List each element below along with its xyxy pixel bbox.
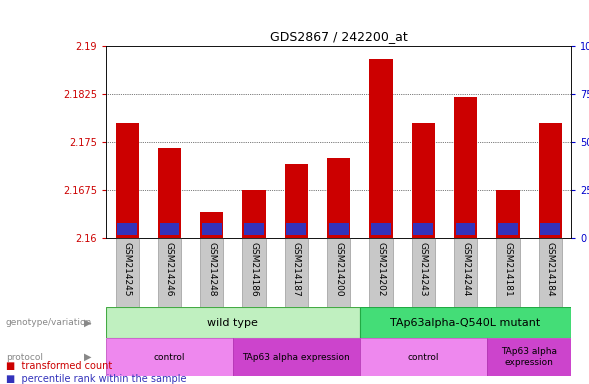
Text: control: control [154,353,185,362]
Text: GSM214186: GSM214186 [250,242,259,296]
Bar [369,59,393,238]
Bar [538,238,562,307]
Bar [117,223,137,235]
Bar [456,223,475,235]
Text: control: control [408,353,439,362]
Text: GSM214248: GSM214248 [207,242,216,296]
Bar [412,238,435,307]
Text: ■  transformed count: ■ transformed count [6,361,112,371]
Bar [454,97,477,238]
Text: GSM214200: GSM214200 [334,242,343,296]
Bar [158,149,181,238]
Bar [498,223,518,235]
Bar [487,338,571,376]
Text: ■  percentile rank within the sample: ■ percentile rank within the sample [6,374,186,384]
Text: TAp63alpha-Q540L mutant: TAp63alpha-Q540L mutant [391,318,541,328]
Bar [497,238,519,307]
Text: GSM214202: GSM214202 [376,242,385,296]
Text: genotype/variation: genotype/variation [6,318,92,327]
Bar [202,223,221,235]
Bar [244,223,264,235]
Bar [284,164,308,238]
Text: GSM214184: GSM214184 [545,242,555,296]
Text: ▶: ▶ [84,352,91,362]
Bar [412,123,435,238]
Text: GSM214181: GSM214181 [504,242,512,296]
Bar [286,223,306,235]
Text: ▶: ▶ [84,318,91,328]
Bar [327,238,350,307]
Bar [106,307,360,338]
Bar [106,338,233,376]
Text: TAp63 alpha
expression: TAp63 alpha expression [501,348,557,367]
Bar [284,238,308,307]
Bar [329,223,349,235]
Text: GSM214245: GSM214245 [123,242,132,296]
Bar [369,238,393,307]
Bar [200,212,223,238]
Bar [454,238,477,307]
Bar [160,223,180,235]
Text: protocol: protocol [6,353,43,362]
Bar [200,238,223,307]
Bar [115,123,139,238]
Bar [243,190,266,238]
Bar [360,307,571,338]
Bar [371,223,391,235]
Bar [115,238,139,307]
Text: GSM214243: GSM214243 [419,242,428,296]
Text: GSM214187: GSM214187 [292,242,301,296]
Bar [327,158,350,238]
Bar [540,223,560,235]
Bar [158,238,181,307]
Bar [233,338,360,376]
Bar [243,238,266,307]
Text: TAp63 alpha expression: TAp63 alpha expression [243,353,350,362]
Bar [413,223,433,235]
Bar [360,338,487,376]
Bar [538,123,562,238]
Bar [497,190,519,238]
Text: GSM214244: GSM214244 [461,242,470,296]
Text: wild type: wild type [207,318,259,328]
Text: GSM214246: GSM214246 [165,242,174,296]
Title: GDS2867 / 242200_at: GDS2867 / 242200_at [270,30,408,43]
